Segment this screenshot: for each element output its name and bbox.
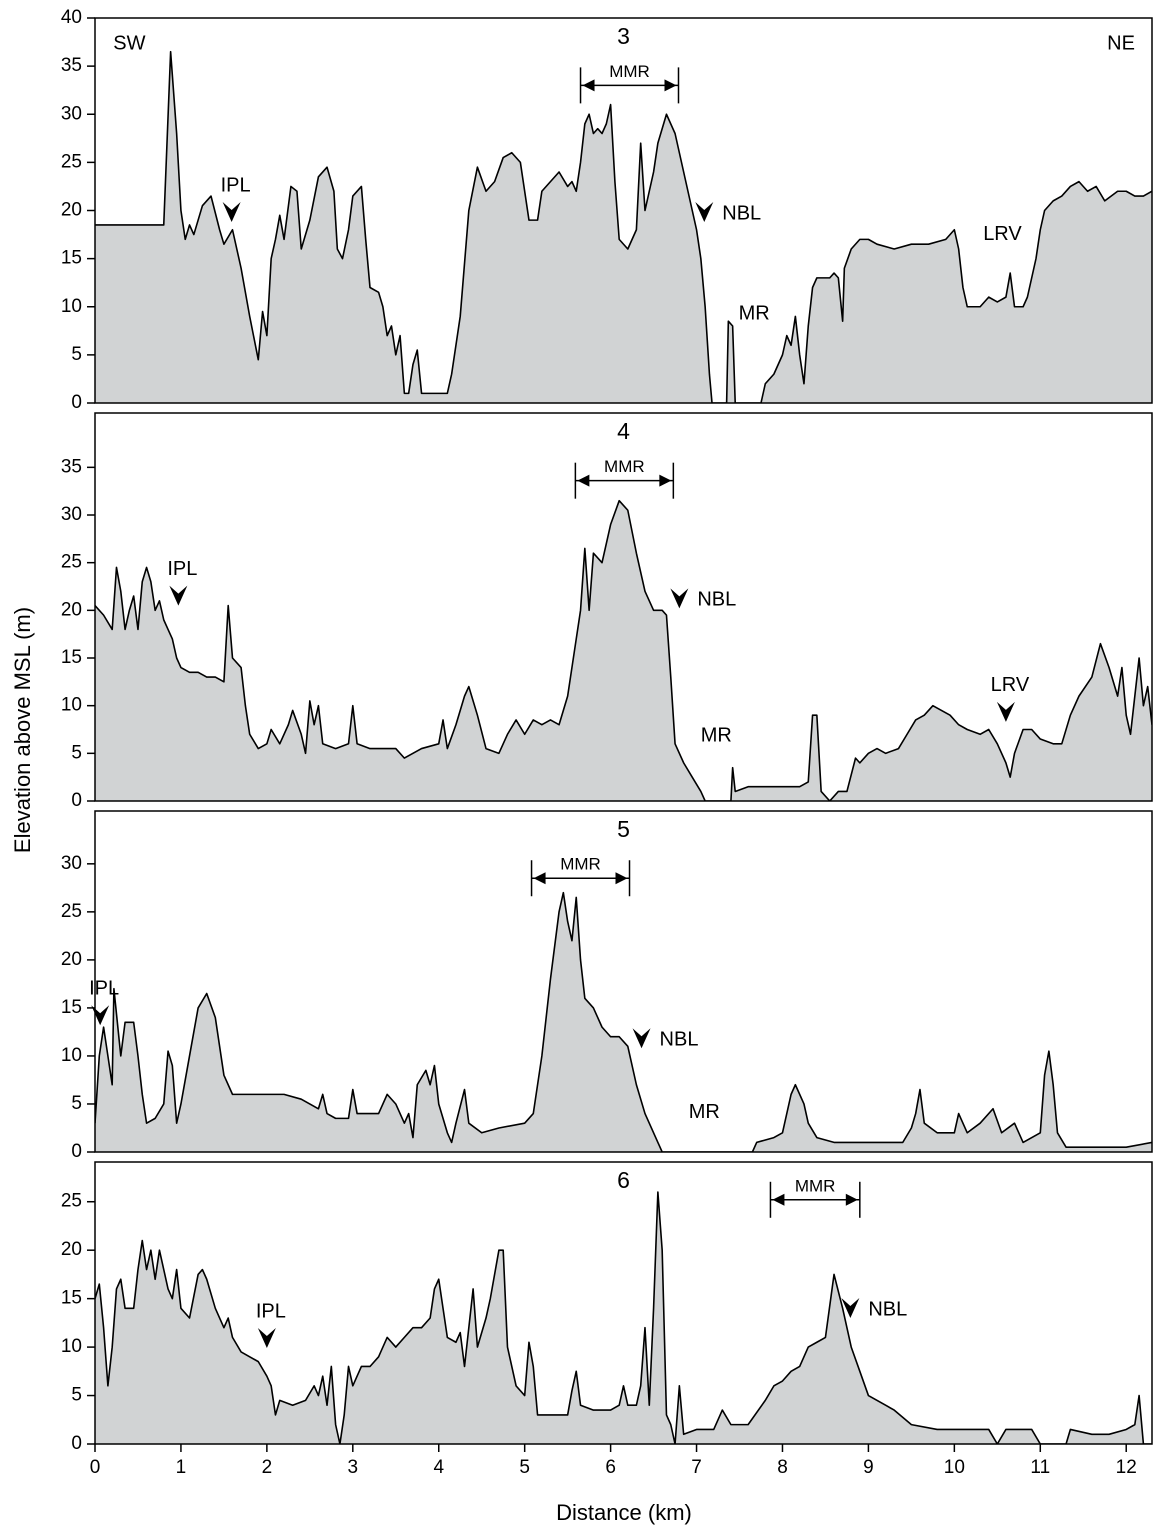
span-head xyxy=(582,79,595,92)
area-fill xyxy=(95,500,1152,801)
span-head xyxy=(615,872,628,885)
panel-title: 5 xyxy=(617,816,630,842)
annotation-arrow xyxy=(841,1298,860,1319)
annotation-label: IPL xyxy=(221,174,251,196)
x-tick-label: 0 xyxy=(90,1457,101,1478)
annotation-label: NBL xyxy=(660,1029,699,1051)
y-tick-label: 0 xyxy=(71,1141,82,1162)
x-tick-label: 2 xyxy=(262,1457,273,1478)
annotation-arrow xyxy=(91,1005,110,1026)
annotation-label: NBL xyxy=(722,202,761,224)
y-tick-label: 20 xyxy=(61,1239,82,1260)
y-tick-label: 30 xyxy=(61,103,82,124)
panel-title: 6 xyxy=(617,1167,630,1193)
span-label: MMR xyxy=(560,855,601,874)
span-label: MMR xyxy=(609,62,650,81)
y-tick-label: 5 xyxy=(71,1093,82,1114)
y-tick-label: 25 xyxy=(61,552,82,573)
annotation-label: IPL xyxy=(167,558,197,580)
y-tick-label: 25 xyxy=(61,1191,82,1212)
y-tick-label: 10 xyxy=(61,695,82,716)
annotation-label: LRV xyxy=(991,674,1030,696)
y-tick-label: 30 xyxy=(61,853,82,874)
annotation-arrow xyxy=(169,585,188,606)
y-axis-label: Elevation above MSL (m) xyxy=(10,607,35,853)
annotation-label: MR xyxy=(689,1101,720,1123)
x-tick-label: 3 xyxy=(348,1457,359,1478)
x-tick-label: 1 xyxy=(176,1457,187,1478)
y-tick-label: 30 xyxy=(61,504,82,525)
y-tick-label: 15 xyxy=(61,647,82,668)
y-tick-label: 5 xyxy=(71,1385,82,1406)
profile-line xyxy=(95,891,1152,1152)
y-tick-label: 40 xyxy=(61,7,82,28)
annotation-label: MR xyxy=(739,303,770,325)
annotation-label: NE xyxy=(1107,32,1135,54)
span-head xyxy=(577,474,590,487)
y-tick-label: 0 xyxy=(71,790,82,811)
y-tick-label: 25 xyxy=(61,151,82,172)
y-tick-label: 35 xyxy=(61,55,82,76)
x-tick-label: 12 xyxy=(1116,1457,1137,1478)
annotation-arrow xyxy=(257,1328,276,1349)
y-tick-label: 35 xyxy=(61,456,82,477)
span-head xyxy=(533,872,546,885)
panel-frame xyxy=(94,810,1153,1153)
profile-line xyxy=(95,499,1152,801)
y-tick-label: 20 xyxy=(61,949,82,970)
x-tick-label: 10 xyxy=(944,1457,965,1478)
panel-frame xyxy=(94,1161,1153,1445)
x-axis-label: Distance (km) xyxy=(556,1500,692,1525)
y-tick-label: 5 xyxy=(71,742,82,763)
annotation-arrow xyxy=(695,202,714,223)
y-tick-label: 25 xyxy=(61,901,82,922)
panel-title: 4 xyxy=(617,418,630,444)
profile-line xyxy=(95,1191,1152,1444)
x-tick-label: 4 xyxy=(433,1457,444,1478)
span-head xyxy=(845,1193,858,1206)
annotation-arrow xyxy=(632,1028,651,1049)
y-tick-label: 5 xyxy=(71,344,82,365)
y-tick-label: 20 xyxy=(61,200,82,221)
panel-title: 3 xyxy=(617,23,630,49)
y-tick-label: 0 xyxy=(71,392,82,413)
annotation-arrow xyxy=(670,588,689,609)
panel-frame xyxy=(94,412,1153,802)
y-tick-label: 10 xyxy=(61,1336,82,1357)
span-head xyxy=(659,474,672,487)
span-head xyxy=(664,79,677,92)
annotation-label: NBL xyxy=(697,589,736,611)
y-tick-label: 15 xyxy=(61,248,82,269)
annotation-label: IPL xyxy=(256,1300,286,1322)
span-head xyxy=(772,1193,785,1206)
annotation-label: NBL xyxy=(868,1298,907,1320)
x-tick-label: 5 xyxy=(519,1457,530,1478)
annotation-label: SW xyxy=(113,32,145,54)
area-fill xyxy=(95,892,1152,1152)
annotation-arrow xyxy=(222,202,241,223)
profile-line xyxy=(95,50,1152,403)
area-fill xyxy=(95,51,1152,403)
y-tick-label: 10 xyxy=(61,1045,82,1066)
annotation-label: MR xyxy=(701,724,732,746)
annotation-label: IPL xyxy=(89,977,119,999)
y-tick-label: 15 xyxy=(61,997,82,1018)
x-tick-label: 7 xyxy=(691,1457,702,1478)
x-tick-label: 9 xyxy=(863,1457,874,1478)
span-label: MMR xyxy=(795,1176,836,1195)
area-fill xyxy=(95,1192,1152,1444)
y-tick-label: 10 xyxy=(61,296,82,317)
annotation-arrow xyxy=(996,701,1015,722)
span-label: MMR xyxy=(604,457,645,476)
annotation-label: LRV xyxy=(983,223,1022,245)
x-tick-label: 11 xyxy=(1030,1457,1050,1478)
y-tick-label: 0 xyxy=(71,1433,82,1454)
x-tick-label: 6 xyxy=(605,1457,616,1478)
y-tick-label: 15 xyxy=(61,1288,82,1309)
y-tick-label: 20 xyxy=(61,599,82,620)
x-tick-label: 8 xyxy=(777,1457,788,1478)
